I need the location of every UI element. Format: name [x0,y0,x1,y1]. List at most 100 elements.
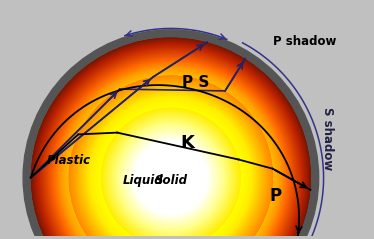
Text: Plastic: Plastic [47,154,91,167]
Circle shape [66,73,275,239]
Circle shape [73,80,269,239]
Circle shape [55,61,287,239]
Circle shape [86,93,255,239]
Circle shape [40,47,302,239]
Circle shape [43,49,299,239]
Circle shape [42,49,300,239]
Circle shape [65,72,277,239]
Circle shape [39,46,303,239]
Circle shape [110,117,232,239]
Circle shape [37,43,305,239]
Circle shape [92,98,250,239]
Circle shape [120,127,222,228]
Circle shape [35,42,307,239]
Circle shape [73,80,269,239]
Circle shape [65,72,276,239]
Circle shape [47,54,294,239]
Circle shape [97,104,245,239]
Circle shape [51,58,291,239]
Circle shape [63,70,279,239]
Circle shape [34,41,307,239]
Circle shape [89,96,252,239]
Circle shape [72,79,270,239]
Circle shape [67,73,275,239]
Circle shape [91,98,251,239]
Circle shape [89,96,253,239]
Circle shape [96,103,246,239]
Circle shape [73,80,269,239]
Circle shape [34,40,308,239]
Circle shape [98,104,244,239]
Circle shape [129,136,212,219]
Circle shape [47,54,294,239]
Circle shape [80,87,261,239]
Circle shape [117,124,224,231]
Circle shape [54,61,288,239]
Circle shape [47,53,295,239]
Circle shape [68,75,273,239]
Circle shape [42,49,299,239]
Circle shape [62,69,280,239]
Circle shape [79,85,263,239]
Circle shape [44,51,298,239]
Circle shape [59,66,282,239]
Circle shape [82,88,260,239]
Circle shape [93,100,248,239]
Circle shape [64,71,277,239]
Circle shape [101,108,240,239]
Circle shape [54,60,288,239]
Circle shape [121,128,221,228]
Circle shape [90,97,252,239]
Circle shape [95,102,247,239]
Circle shape [52,58,290,239]
Circle shape [80,87,262,239]
Circle shape [65,72,277,239]
Circle shape [79,86,263,239]
Circle shape [39,46,303,239]
Circle shape [43,50,299,239]
Circle shape [81,87,261,239]
Circle shape [124,130,218,225]
Circle shape [62,68,280,239]
Circle shape [59,66,283,239]
Circle shape [82,88,260,239]
Circle shape [50,57,291,239]
Circle shape [100,107,242,239]
Circle shape [50,57,292,239]
Circle shape [123,130,219,226]
Circle shape [132,139,209,216]
Circle shape [98,105,243,239]
Circle shape [55,61,287,239]
Circle shape [97,103,245,239]
Circle shape [43,49,299,239]
Circle shape [60,66,282,239]
Circle shape [67,74,274,239]
Circle shape [46,53,295,239]
Circle shape [44,50,298,239]
Circle shape [70,77,272,239]
Circle shape [49,56,292,239]
Circle shape [49,56,293,239]
Circle shape [75,82,267,239]
Circle shape [60,67,282,239]
Circle shape [113,120,229,236]
Circle shape [126,133,216,223]
Circle shape [111,117,231,238]
Circle shape [31,38,310,239]
Circle shape [65,71,277,239]
Text: P: P [270,187,282,205]
Circle shape [83,90,258,239]
Circle shape [56,63,286,239]
Circle shape [39,46,303,239]
Circle shape [101,108,241,239]
Circle shape [125,131,217,224]
Circle shape [58,65,283,239]
Circle shape [43,50,298,239]
Circle shape [132,138,210,217]
Circle shape [121,128,221,227]
Circle shape [32,38,310,239]
Circle shape [40,47,301,239]
Circle shape [50,57,292,239]
Circle shape [67,74,275,239]
Circle shape [61,68,280,239]
